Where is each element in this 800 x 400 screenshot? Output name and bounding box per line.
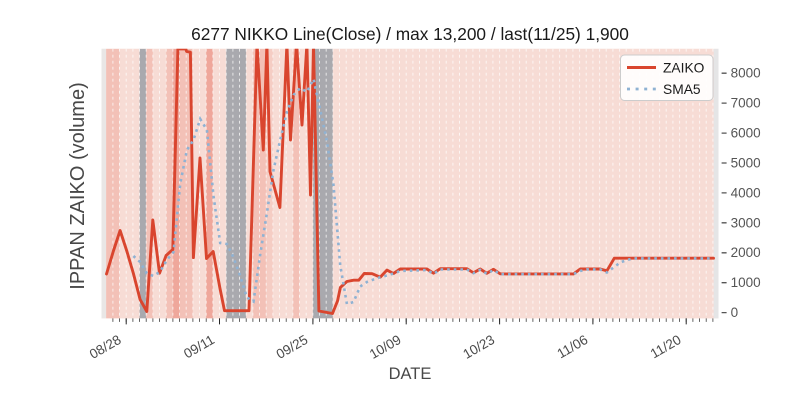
svg-text:4000: 4000 [731, 185, 761, 200]
svg-text:DATE: DATE [389, 365, 432, 383]
svg-text:1000: 1000 [731, 275, 761, 290]
svg-text:8000: 8000 [731, 66, 761, 81]
svg-text:0: 0 [731, 305, 739, 320]
svg-text:7000: 7000 [731, 96, 761, 111]
svg-text:6000: 6000 [731, 126, 761, 141]
svg-text:3000: 3000 [731, 215, 761, 230]
svg-text:SMA5: SMA5 [663, 82, 701, 97]
svg-text:5000: 5000 [731, 156, 761, 171]
svg-text:ZAIKO: ZAIKO [663, 61, 705, 76]
svg-text:IPPAN ZAIKO (volume): IPPAN ZAIKO (volume) [67, 82, 89, 289]
svg-text:6277 NIKKO Line(Close) / max 1: 6277 NIKKO Line(Close) / max 13,200 / la… [191, 24, 629, 44]
svg-text:2000: 2000 [731, 245, 761, 260]
